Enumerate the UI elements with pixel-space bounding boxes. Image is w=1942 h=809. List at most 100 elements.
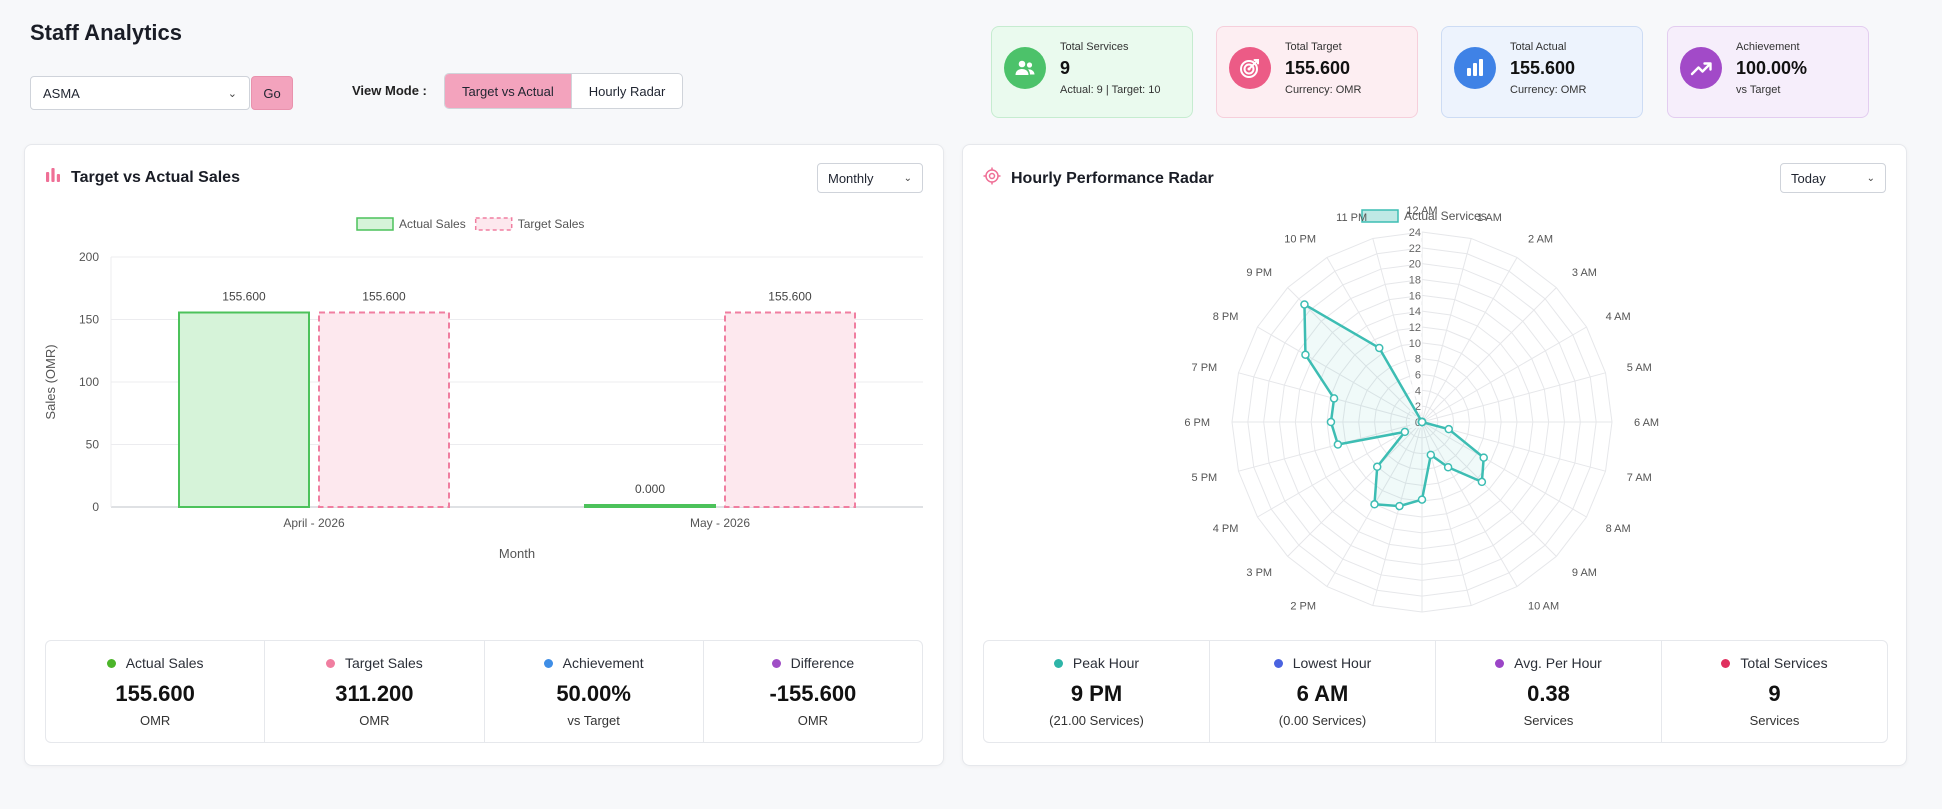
y-tick-label: 150 [79, 313, 99, 327]
radar-point [1477, 477, 1487, 487]
legend-dot [1053, 658, 1063, 668]
radar-axis-label: 3 PM [1246, 567, 1272, 579]
radar-tick-bg [1410, 368, 1422, 381]
bar-value-label: 0.000 [635, 482, 665, 496]
stat-value: 0.38 [1527, 681, 1570, 706]
radar-tick-bg [1410, 321, 1422, 333]
go-button[interactable]: Go [251, 76, 293, 110]
mode-target-vs-actual-button[interactable]: Target vs Actual [445, 74, 571, 108]
radar-axis-label: 7 AM [1627, 472, 1652, 484]
period-select-value: Monthly [828, 170, 874, 186]
stat-value: 6 AM [1296, 681, 1349, 706]
stat-label: Target Sales [344, 655, 423, 671]
bar-target-sales [724, 311, 856, 508]
radar-spoke [1421, 421, 1587, 518]
bar-actual-sales [178, 311, 310, 508]
kpi-value: 100.00% [1736, 58, 1808, 78]
stat-value: 155.600 [115, 681, 195, 706]
staff-select[interactable]: ASMA ⌄ [30, 76, 250, 110]
stat-total-services: Total Services 9 Services [1661, 641, 1887, 742]
radar-spoke [1372, 421, 1423, 606]
radar-axis-label: 12 AM [1406, 205, 1437, 217]
radar-axis-label: 1 PM [1341, 622, 1367, 623]
kpi-value: 155.600 [1510, 58, 1576, 78]
x-tick-label: April - 2026 [283, 516, 345, 530]
chevron-down-icon: ⌄ [1866, 172, 1875, 184]
radar-spoke [1257, 326, 1423, 423]
legend-dot [1721, 658, 1731, 668]
legend-label: Actual Services [1404, 209, 1487, 223]
view-mode-label: View Mode : [352, 83, 427, 98]
stat-label: Total Services [1740, 655, 1828, 671]
radar-point [1417, 417, 1427, 427]
radar-spoke [1421, 326, 1587, 423]
period-select[interactable]: Monthly ⌄ [817, 163, 923, 193]
radar-axis-label: 5 AM [1627, 362, 1652, 374]
radar-tick-bg [1410, 241, 1422, 254]
kpi-value: 155.600 [1285, 58, 1351, 78]
radar-point [1301, 350, 1310, 359]
hourly-radar-panel: Hourly Performance Radar Today ⌄ Actual … [962, 144, 1907, 766]
radar-tick-bg [1410, 305, 1422, 318]
stat-value: 9 PM [1070, 681, 1123, 706]
bar-target-sales [318, 311, 450, 508]
legend-swatch [1361, 209, 1399, 223]
stat-lowest-hour: Lowest Hour 6 AM (0.00 Services) [1209, 641, 1435, 742]
kpi-card-total-services: Total Services 9 Actual: 9 | Target: 10 [991, 26, 1193, 118]
kpi-card-achievement: Achievement 100.00% vs Target [1667, 26, 1869, 118]
stat-actual-sales: Actual Sales 155.600 OMR [46, 641, 264, 742]
radar-axis-label: 8 PM [1213, 311, 1239, 323]
legend-swatch [356, 217, 394, 231]
radar-tick-label: 12 [1409, 322, 1421, 334]
radar-tick-bg [1410, 257, 1422, 270]
radar-point [1372, 462, 1382, 472]
legend-label: Actual Sales [399, 217, 466, 231]
stat-sub: OMR [797, 713, 829, 728]
radar-point [1443, 462, 1453, 472]
stat-sub: (21.00 Services) [1049, 713, 1144, 728]
legend-swatch [474, 217, 513, 231]
radar-axis-label: 9 PM [1246, 267, 1272, 279]
radar-point [1375, 343, 1384, 353]
radar-point [1329, 394, 1339, 403]
mode-hourly-radar-button[interactable]: Hourly Radar [570, 74, 683, 108]
radar-tick-bg [1410, 273, 1422, 286]
bar-chart-icon [45, 167, 61, 188]
radar-axis-label: 1 AM [1477, 212, 1502, 224]
y-tick-label: 200 [79, 250, 99, 264]
kpi-sub: Actual: 9 | Target: 10 [1060, 84, 1161, 96]
y-axis-label: Sales (OMR) [43, 344, 58, 419]
kpi-label: Total Services [1060, 41, 1129, 53]
sales-summary-row: Actual Sales 155.600 OMR Target Sales 31… [45, 640, 923, 743]
stat-peak-hour: Peak Hour 9 PM (21.00 Services) [984, 641, 1209, 742]
radar-point [1300, 300, 1309, 309]
radar-tick-label: 14 [1409, 306, 1421, 318]
period-select[interactable]: Today ⌄ [1780, 163, 1886, 193]
stat-target-sales: Target Sales 311.200 OMR [264, 641, 483, 742]
legend-dot [771, 658, 781, 668]
stat-label: Difference [790, 655, 855, 671]
chevron-down-icon: ⌄ [903, 172, 912, 184]
radar-tick-label: 2 [1415, 401, 1421, 413]
radar-tick-bg [1410, 289, 1422, 302]
kpi-sub: Currency: OMR [1285, 84, 1362, 96]
radar-spoke [1287, 421, 1423, 557]
y-tick-label: 100 [79, 375, 99, 389]
radar-point [1417, 495, 1427, 504]
radar-spoke [1238, 421, 1423, 472]
sales-bar-chart: Actual Sales Target Sales 0 50 100 150 200 Sale… [43, 217, 923, 561]
chart-legend: Actual Sales Target Sales [356, 217, 584, 231]
panel-title: Target vs Actual Sales [71, 168, 240, 186]
stat-label: Actual Sales [125, 655, 204, 671]
stat-label: Achievement [562, 655, 644, 671]
kpi-value: 9 [1060, 58, 1071, 78]
radar-axis-label: 10 AM [1528, 601, 1559, 613]
radar-spoke [1421, 421, 1557, 557]
kpi-label: Achievement [1736, 41, 1800, 53]
radar-point [1370, 500, 1379, 509]
trend-up-icon [1680, 47, 1722, 89]
radar-point [1426, 450, 1436, 460]
legend-dot [1495, 658, 1505, 668]
radar-tick-bg [1410, 384, 1422, 397]
stat-value: 50.00% [556, 681, 631, 706]
